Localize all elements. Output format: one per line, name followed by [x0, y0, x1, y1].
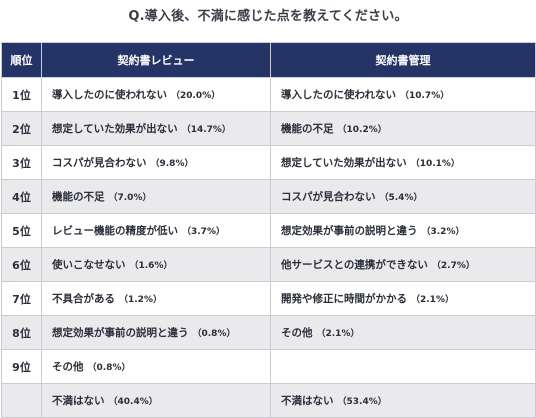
rank-cell: 2位 [1, 111, 42, 146]
table-body: 1位 導入したのに使われない （20.0%） 導入したのに使われない （10.7%） 2位… [1, 77, 536, 418]
reason-percentage: （0.8%） [87, 363, 131, 373]
reason-percentage: （10.1%） [410, 159, 460, 169]
table-row: 不満はない （40.4%） 不満はない （53.4%） [1, 383, 536, 418]
reason-percentage: （14.7%） [181, 125, 231, 135]
header-contract-management: 契約書管理 [270, 42, 536, 78]
reason-percentage: （10.7%） [399, 91, 450, 101]
rank-cell: 1位 [1, 77, 42, 112]
contract-review-cell: 導入したのに使われない （20.0%） [41, 77, 271, 112]
contract-review-cell: 不具合がある （1.2%） [41, 281, 271, 316]
contract-review-cell: レビュー機能の精度が低い （3.7%） [41, 213, 271, 248]
contract-management-cell [270, 349, 536, 384]
reason-percentage: （1.2%） [119, 295, 162, 305]
reason-percentage: （5.4%） [379, 193, 423, 203]
contract-management-cell: その他 （2.1%） [270, 315, 536, 350]
contract-review-cell: 不満はない （40.4%） [41, 383, 271, 418]
reason-percentage: （3.2%） [421, 227, 465, 237]
contract-management-cell: 想定効果が事前の説明と違う （3.2%） [270, 213, 536, 248]
reason-label: 想定効果が事前の説明と違う [52, 327, 189, 339]
reason-label: その他 [52, 361, 84, 373]
contract-management-cell: コスパが見合わない （5.4%） [270, 179, 536, 214]
rank-cell: 9位 [1, 349, 42, 384]
contract-review-cell: 想定効果が事前の説明と違う （0.8%） [41, 315, 271, 350]
contract-management-cell: 他サービスとの連携ができない （2.7%） [270, 247, 536, 282]
reason-percentage: （1.6%） [129, 261, 173, 271]
header-contract-review: 契約書レビュー [41, 42, 271, 78]
contract-management-cell: 開発や修正に時間がかかる （2.1%） [270, 281, 536, 316]
table-header-row: 順位 契約書レビュー 契約書管理 [1, 42, 536, 78]
reason-percentage: （2.7%） [431, 261, 475, 271]
rank-cell: 3位 [1, 145, 42, 180]
reason-label: レビュー機能の精度が低い [52, 225, 178, 237]
reason-percentage: （2.1%） [316, 329, 360, 339]
reason-label: 他サービスとの連携ができない [281, 259, 428, 271]
table-row: 8位 想定効果が事前の説明と違う （0.8%） その他 （2.1%） [1, 315, 536, 350]
contract-review-cell: その他 （0.8%） [41, 349, 271, 384]
table-row: 1位 導入したのに使われない （20.0%） 導入したのに使われない （10.7%） [1, 77, 536, 112]
reason-label: コスパが見合わない [52, 157, 147, 169]
rank-cell: 4位 [1, 179, 42, 214]
reason-label: 使いこなせない [52, 259, 126, 271]
reason-percentage: （53.4%） [337, 397, 387, 407]
reason-percentage: （2.1%） [411, 295, 454, 305]
reason-label: 不具合がある [52, 293, 115, 305]
contract-management-cell: 不満はない （53.4%） [270, 383, 536, 418]
reason-percentage: （7.0%） [108, 193, 152, 203]
contract-review-cell: 想定していた効果が出ない （14.7%） [41, 111, 271, 146]
rank-cell: 6位 [1, 247, 42, 282]
reason-label: 想定していた効果が出ない [281, 157, 407, 169]
reason-percentage: （0.8%） [192, 329, 236, 339]
header-rank: 順位 [1, 42, 42, 78]
table-row: 5位 レビュー機能の精度が低い （3.7%） 想定効果が事前の説明と違う （3.2%） [1, 213, 536, 248]
contract-review-cell: 機能の不足 （7.0%） [41, 179, 271, 214]
rank-cell [1, 383, 42, 418]
reason-percentage: （20.0%） [170, 91, 221, 101]
reason-label: 想定していた効果が出ない [52, 123, 178, 135]
reason-percentage: （10.2%） [337, 125, 387, 135]
contract-management-cell: 想定していた効果が出ない （10.1%） [270, 145, 536, 180]
table-row: 2位 想定していた効果が出ない （14.7%） 機能の不足 （10.2%） [1, 111, 536, 146]
table-row: 3位 コスパが見合わない （9.8%） 想定していた効果が出ない （10.1%） [1, 145, 536, 180]
table-row: 9位 その他 （0.8%） [1, 349, 536, 384]
reason-label: その他 [281, 327, 313, 339]
table-row: 6位 使いこなせない （1.6%） 他サービスとの連携ができない （2.7%） [1, 247, 536, 282]
reason-percentage: （9.8%） [150, 159, 194, 169]
question-title: Q.導入後、不満に感じた点を教えてください。 [128, 9, 408, 24]
reason-label: 機能の不足 [52, 191, 105, 203]
contract-management-cell: 機能の不足 （10.2%） [270, 111, 536, 146]
table-row: 7位 不具合がある （1.2%） 開発や修正に時間がかかる （2.1%） [1, 281, 536, 316]
contract-review-cell: 使いこなせない （1.6%） [41, 247, 271, 282]
reason-label: コスパが見合わない [281, 191, 376, 203]
rank-cell: 7位 [1, 281, 42, 316]
reason-label: 機能の不足 [281, 123, 334, 135]
reason-label: 開発や修正に時間がかかる [281, 293, 407, 305]
contract-management-cell: 導入したのに使われない （10.7%） [270, 77, 536, 112]
reason-label: 導入したのに使われない [52, 89, 167, 101]
reason-label: 想定効果が事前の説明と違う [281, 225, 418, 237]
reason-label: 不満はない [281, 395, 334, 407]
contract-review-cell: コスパが見合わない （9.8%） [41, 145, 271, 180]
reason-percentage: （40.4%） [108, 397, 158, 407]
rank-cell: 8位 [1, 315, 42, 350]
reason-label: 導入したのに使われない [281, 89, 396, 101]
reason-label: 不満はない [52, 395, 105, 407]
table-row: 4位 機能の不足 （7.0%） コスパが見合わない （5.4%） [1, 179, 536, 214]
ranking-table: 順位 契約書レビュー 契約書管理 1位 導入したのに使われない （20.0%） 導入し… [1, 42, 536, 418]
rank-cell: 5位 [1, 213, 42, 248]
reason-percentage: （3.7%） [182, 227, 225, 237]
